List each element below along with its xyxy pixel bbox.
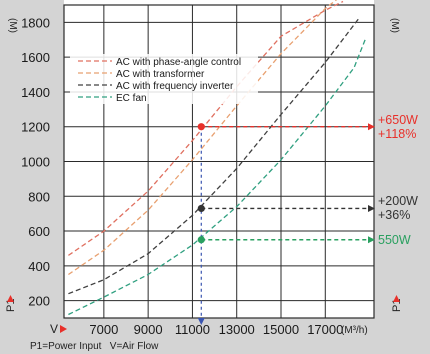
series-lines xyxy=(68,0,366,316)
marker-label-line: +36% xyxy=(378,208,411,223)
left-axis-band xyxy=(0,0,64,354)
x-tick-labels: 7000 9000 11000 13000 15000 17000 xyxy=(89,322,343,337)
x-tick-label: 13000 xyxy=(219,322,255,337)
bottom-axis-band xyxy=(0,318,430,354)
marker-arrow-icon xyxy=(368,204,375,212)
y-tick-label: 1800 xyxy=(21,15,50,30)
y-tick-label: 1000 xyxy=(21,155,50,170)
right-y-axis-arrow-icon xyxy=(393,295,400,302)
marker-arrow-icon xyxy=(368,236,375,244)
marker-label-line: +118% xyxy=(378,126,417,141)
y-tick-label: 800 xyxy=(28,189,50,204)
x-tick-label: 7000 xyxy=(89,322,118,337)
y-tick-label: 600 xyxy=(28,224,50,239)
marker-label-line: +650W xyxy=(378,112,418,127)
legend-label: AC with frequency inverter xyxy=(116,81,234,92)
y-tick-label: 200 xyxy=(28,294,50,309)
marker-label: +200W +36% xyxy=(378,194,418,222)
y-tick-label: 400 xyxy=(28,259,50,274)
x-tick-label: 17000 xyxy=(307,322,343,337)
footnote: P1=Power Input V=Air Flow xyxy=(30,341,159,352)
plot-border xyxy=(63,4,375,319)
guide-lines xyxy=(197,126,205,325)
y-unit-label: (M) xyxy=(7,18,18,33)
right-y-unit-label: (M) xyxy=(389,18,400,33)
markers xyxy=(197,123,375,244)
series-line xyxy=(68,0,338,276)
y-tick-label: 1200 xyxy=(21,120,50,135)
y-tick-label: 1600 xyxy=(21,50,50,65)
legend-box xyxy=(70,54,258,104)
legend-label: EC fan xyxy=(116,93,147,104)
y-axis-arrow-icon xyxy=(7,295,14,302)
marker-point xyxy=(197,204,205,213)
marker-point xyxy=(197,123,205,131)
y-tick-label: 1400 xyxy=(21,85,50,100)
marker-arrow-icon xyxy=(368,123,375,131)
legend-label: AC with transformer xyxy=(116,69,205,80)
x-unit-label: (M³/h) xyxy=(341,325,368,336)
x-tick-label: 15000 xyxy=(263,322,299,337)
marker-label: 550W xyxy=(378,233,411,247)
marker-label-line: +200W xyxy=(378,194,418,209)
series-line xyxy=(68,18,360,295)
x-axis-arrow-icon xyxy=(60,325,67,333)
series-line xyxy=(68,39,366,316)
guide-arrow-icon xyxy=(197,318,205,325)
right-axis-band xyxy=(374,0,430,354)
x-axis-symbol: V xyxy=(50,322,58,336)
y-tick-labels: 200 400 600 800 1000 1200 1400 1600 1800 xyxy=(21,15,50,308)
marker-point xyxy=(197,236,205,244)
x-tick-label: 9000 xyxy=(134,322,163,337)
series-line xyxy=(68,0,344,256)
legend-label: AC with phase-angle control xyxy=(116,57,241,68)
marker-label: +650W +118% xyxy=(378,113,418,141)
x-tick-label: 11000 xyxy=(175,322,210,337)
marker-label-line: 550W xyxy=(378,232,411,247)
